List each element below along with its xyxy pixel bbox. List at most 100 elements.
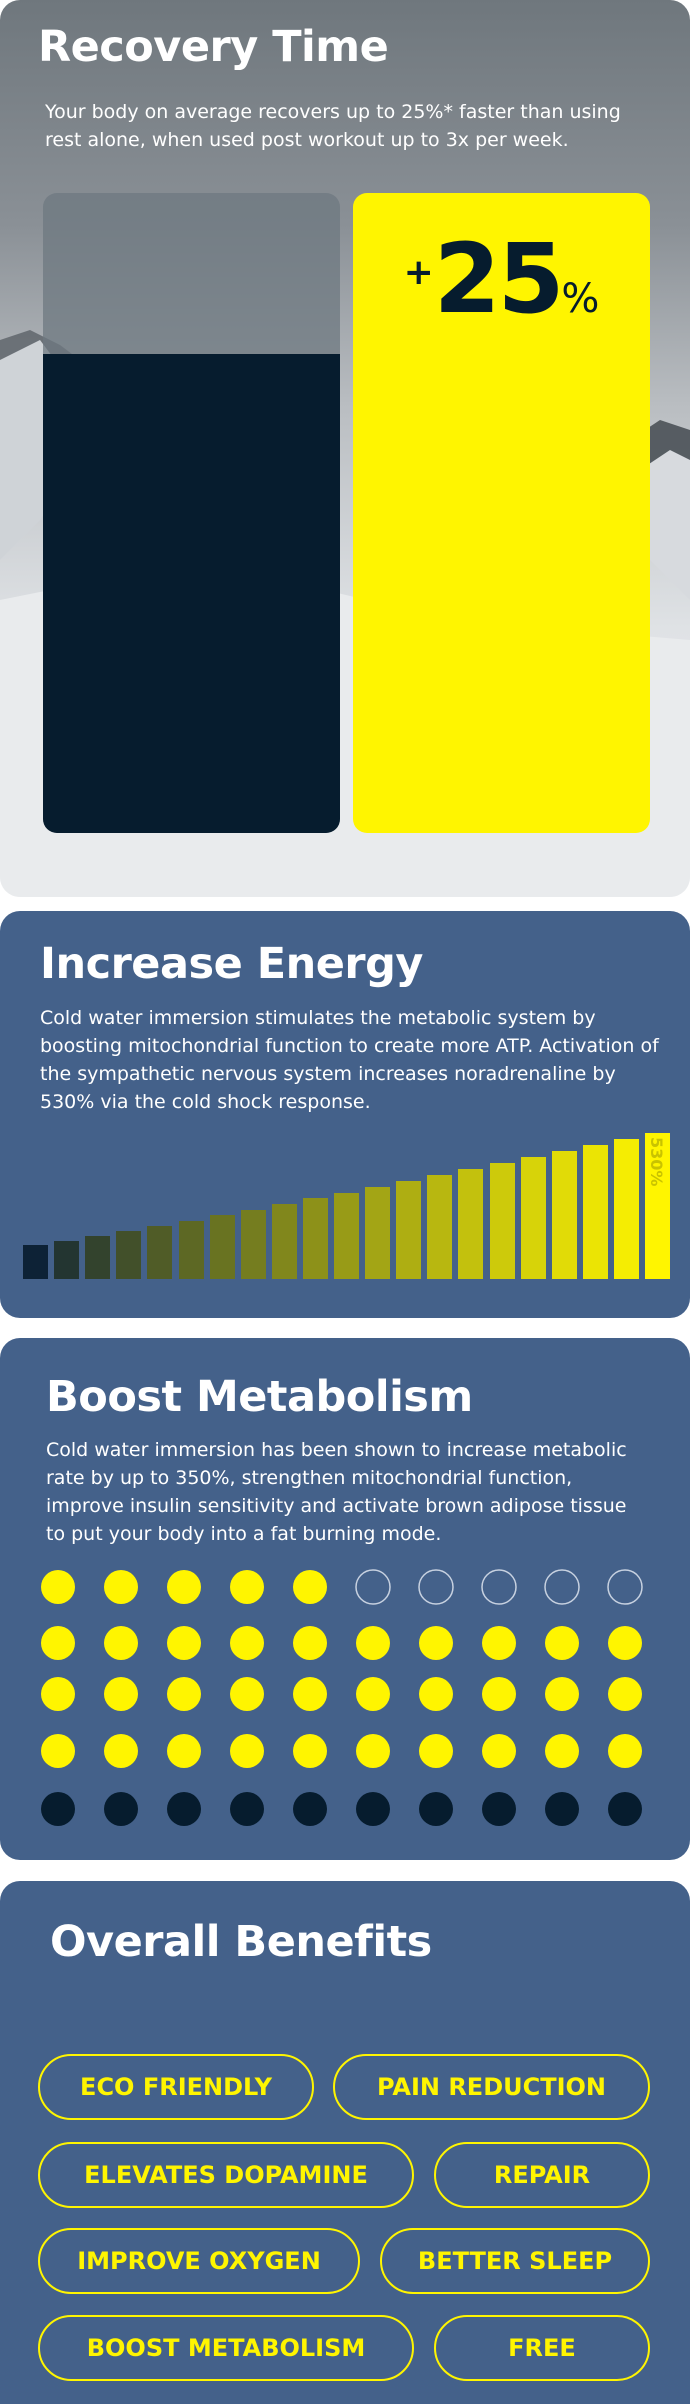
section-text: Cold water immersion stimulates the meta…	[40, 1007, 659, 1113]
energy-bar	[582, 1145, 608, 1279]
dot	[293, 1792, 327, 1826]
energy-bar	[302, 1198, 328, 1279]
stat-prefix: +	[403, 252, 434, 293]
recovery-card: Recovery Time Your body on average recov…	[0, 0, 690, 897]
dot	[608, 1626, 642, 1660]
dot	[167, 1677, 201, 1711]
dot	[419, 1792, 453, 1826]
energy-bar	[520, 1157, 546, 1279]
energy-bar	[427, 1175, 453, 1279]
dot	[355, 1569, 391, 1605]
dot	[104, 1792, 138, 1826]
dot	[230, 1677, 264, 1711]
dot	[230, 1626, 264, 1660]
dot	[545, 1792, 579, 1826]
energy-bar: 530%	[645, 1133, 670, 1279]
energy-bar	[147, 1225, 173, 1279]
dot	[356, 1792, 390, 1826]
dot	[545, 1626, 579, 1660]
dot	[419, 1626, 453, 1660]
benefit-pill: FREE	[434, 2315, 650, 2381]
dot	[41, 1570, 75, 1604]
dot	[419, 1734, 453, 1768]
dot	[356, 1734, 390, 1768]
bar-label: 530%	[647, 1137, 666, 1187]
dot	[41, 1734, 75, 1768]
dot	[482, 1792, 516, 1826]
energy-card: Increase Energy Cold water immersion sti…	[0, 911, 690, 1318]
energy-bar	[271, 1204, 297, 1279]
dot	[41, 1677, 75, 1711]
energy-bar	[396, 1181, 422, 1279]
benefit-pill: ELEVATES DOPAMINE	[38, 2142, 414, 2208]
energy-bar	[178, 1220, 204, 1279]
dot	[293, 1734, 327, 1768]
dot	[608, 1734, 642, 1768]
energy-bar	[23, 1245, 48, 1279]
energy-bar	[334, 1192, 359, 1279]
energy-bar	[489, 1163, 515, 1279]
energy-bar	[116, 1231, 142, 1279]
dot	[167, 1626, 201, 1660]
dot	[482, 1734, 516, 1768]
section-title: Overall Benefits	[50, 1917, 432, 1967]
dot	[230, 1792, 264, 1826]
section-title: Boost Metabolism	[46, 1372, 473, 1422]
dot	[230, 1734, 264, 1768]
dot	[607, 1569, 643, 1605]
dot	[104, 1734, 138, 1768]
dot	[41, 1626, 75, 1660]
energy-bar	[613, 1139, 639, 1279]
stat-suffix: %	[561, 276, 600, 322]
cold-panel: +25%	[353, 193, 650, 833]
benefit-pill: IMPROVE OXYGEN	[38, 2228, 360, 2294]
dot	[482, 1626, 516, 1660]
section-title: Recovery Time	[38, 22, 389, 72]
dot	[608, 1792, 642, 1826]
dot	[104, 1570, 138, 1604]
dot	[293, 1626, 327, 1660]
dot	[545, 1734, 579, 1768]
dot	[481, 1569, 517, 1605]
section-title: Increase Energy	[40, 939, 423, 989]
dot	[41, 1792, 75, 1826]
stat: +25%	[353, 223, 650, 335]
dot	[418, 1569, 454, 1605]
metabolism-card: Boost Metabolism Cold water immersion ha…	[0, 1338, 690, 1860]
benefit-pill: BETTER SLEEP	[380, 2228, 650, 2294]
dot	[356, 1677, 390, 1711]
section-text: Cold water immersion has been shown to i…	[46, 1439, 627, 1545]
energy-bar	[240, 1209, 266, 1279]
benefit-pill: ECO FRIENDLY	[38, 2054, 314, 2120]
dot	[544, 1569, 580, 1605]
benefit-pill: BOOST METABOLISM	[38, 2315, 414, 2381]
dot	[167, 1792, 201, 1826]
benefit-pill: REPAIR	[434, 2142, 650, 2208]
benefit-pill: PAIN REDUCTION	[333, 2054, 650, 2120]
energy-bar	[551, 1151, 577, 1279]
section-text: Your body on average recovers up to 25%*…	[45, 101, 621, 151]
rest-fill	[43, 354, 340, 833]
stat-number: 25	[433, 223, 565, 335]
energy-bar	[85, 1236, 111, 1279]
dot	[482, 1677, 516, 1711]
dot	[230, 1570, 264, 1604]
dot	[545, 1677, 579, 1711]
dot	[356, 1626, 390, 1660]
energy-bar	[458, 1169, 484, 1279]
rest-panel	[43, 193, 340, 833]
dot	[293, 1570, 327, 1604]
dot	[293, 1677, 327, 1711]
dot	[104, 1626, 138, 1660]
dot	[167, 1570, 201, 1604]
energy-bar	[54, 1240, 80, 1279]
dot	[104, 1677, 138, 1711]
dot	[419, 1677, 453, 1711]
dot-grid	[41, 1569, 643, 1826]
dot	[608, 1677, 642, 1711]
energy-bar	[209, 1215, 235, 1279]
dot	[167, 1734, 201, 1768]
energy-bars: 530%	[0, 911, 690, 1318]
energy-bar	[365, 1186, 391, 1279]
